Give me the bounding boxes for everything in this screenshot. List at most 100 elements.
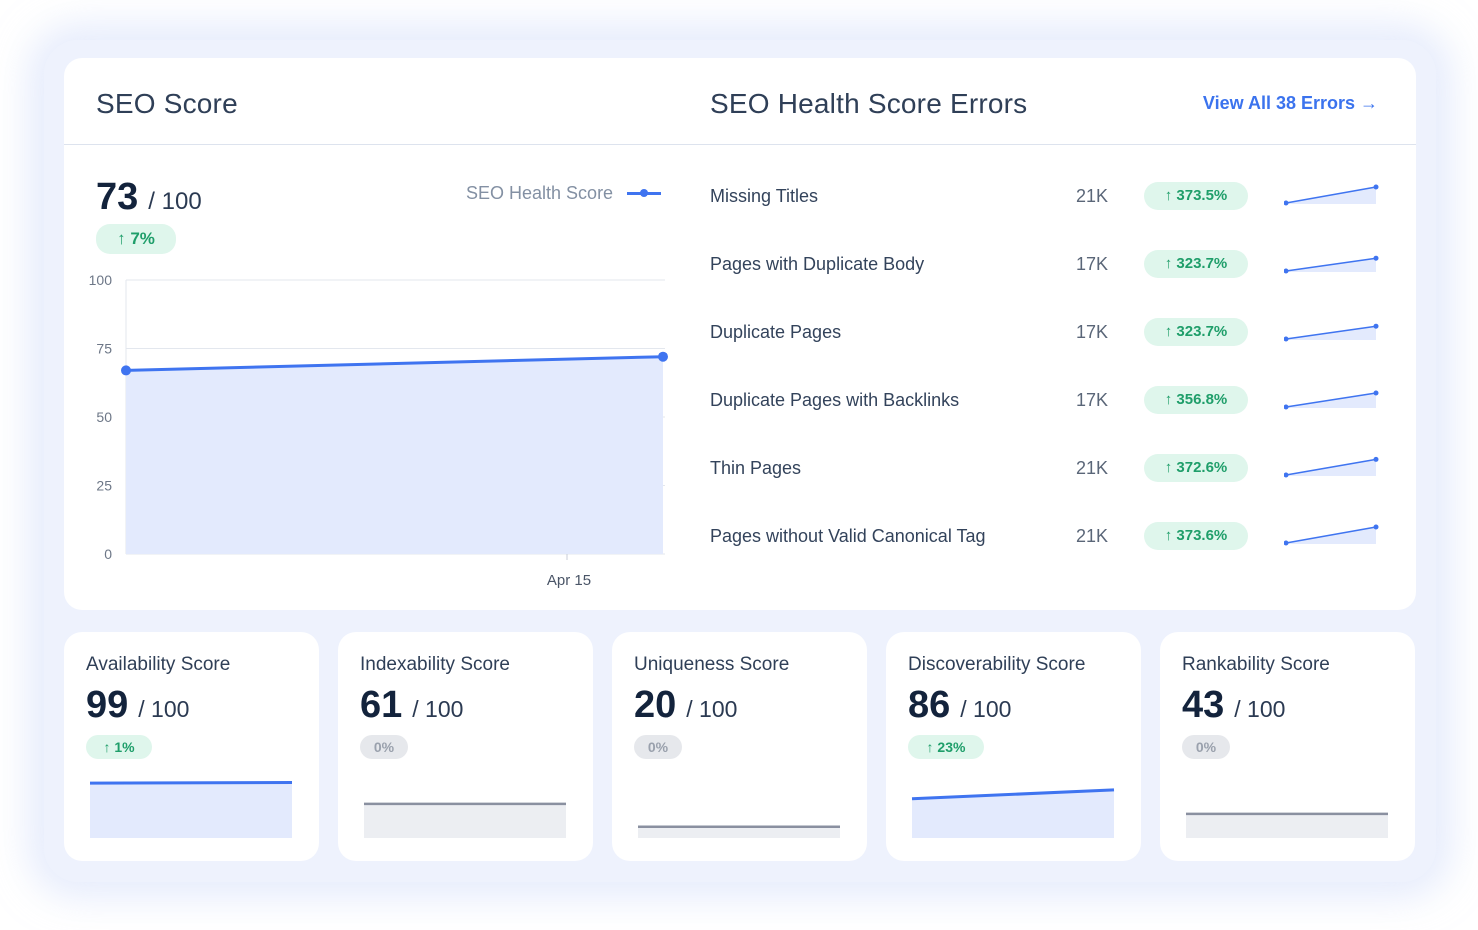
score-card-change-badge: ↑ 23% bbox=[908, 735, 984, 759]
score-card-number: 86 bbox=[908, 684, 951, 726]
sparkline-point bbox=[1284, 404, 1289, 410]
score-card-value: 99 / 100 bbox=[86, 684, 189, 727]
sparkline-point bbox=[1373, 456, 1379, 462]
score-card-area bbox=[912, 789, 1114, 838]
seo-score-title: SEO Score bbox=[96, 88, 238, 119]
score-card-area bbox=[1186, 813, 1388, 838]
sparkline-line bbox=[1285, 257, 1377, 272]
sparkline-point bbox=[1373, 323, 1379, 329]
score-card-indexability[interactable]: Indexability Score 61 / 100 0% bbox=[338, 632, 593, 861]
chart-legend[interactable]: SEO Health Score bbox=[466, 183, 662, 204]
error-count: 21K bbox=[1076, 526, 1109, 546]
score-card-line bbox=[911, 788, 1115, 801]
sparkline-line bbox=[1285, 526, 1377, 544]
errors-title: SEO Health Score Errors bbox=[710, 88, 1028, 119]
error-change-badge: ↑ 372.6% bbox=[1144, 454, 1248, 482]
x-tick-label: Apr 15 bbox=[547, 572, 591, 589]
error-sparkline bbox=[1284, 456, 1379, 478]
score-card-value: 20 / 100 bbox=[634, 684, 737, 727]
score-card-area bbox=[364, 803, 566, 838]
data-point[interactable] bbox=[121, 365, 131, 376]
error-name: Pages with Duplicate Body bbox=[710, 254, 925, 274]
y-tick-label: 50 bbox=[96, 409, 112, 425]
sparkline-line bbox=[1285, 458, 1377, 476]
error-row[interactable]: Missing Titles 21K ↑ 373.5% bbox=[710, 178, 1390, 218]
score-card-max: / 100 bbox=[1234, 696, 1286, 722]
seo-overview-card: SEO Score SEO Health Score Errors View A… bbox=[64, 58, 1416, 610]
error-row[interactable]: Pages with Duplicate Body 17K ↑ 323.7% bbox=[710, 246, 1390, 286]
sparkline-point bbox=[1373, 524, 1379, 530]
score-card-number: 20 bbox=[634, 684, 677, 726]
seo-score-number: 73 bbox=[96, 176, 139, 218]
error-name: Duplicate Pages with Backlinks bbox=[710, 390, 960, 410]
score-card-area bbox=[638, 826, 840, 838]
error-sparkline bbox=[1284, 184, 1379, 206]
seo-health-area bbox=[126, 356, 663, 554]
error-row[interactable]: Duplicate Pages with Backlinks 17K ↑ 356.8… bbox=[710, 382, 1390, 422]
header-divider bbox=[64, 144, 1416, 145]
error-count: 17K bbox=[1076, 254, 1109, 274]
error-row[interactable]: Pages without Valid Canonical Tag 21K ↑ 37… bbox=[710, 518, 1390, 558]
y-tick-label: 0 bbox=[104, 546, 112, 562]
y-tick-label: 75 bbox=[96, 341, 112, 357]
score-card-change-badge: 0% bbox=[634, 735, 682, 759]
score-card-chart bbox=[1186, 812, 1388, 838]
score-card-title: Rankability Score bbox=[1182, 654, 1330, 675]
legend-line-icon bbox=[627, 189, 662, 197]
score-card-availability[interactable]: Availability Score 99 / 100 ↑ 1% bbox=[64, 632, 319, 861]
score-card-uniqueness[interactable]: Uniqueness Score 20 / 100 0% bbox=[612, 632, 867, 861]
score-card-value: 61 / 100 bbox=[360, 684, 463, 727]
sparkline-point bbox=[1373, 184, 1379, 190]
score-card-change-badge: ↑ 1% bbox=[86, 735, 152, 759]
score-card-value: 86 / 100 bbox=[908, 684, 1011, 727]
sparkline-point bbox=[1284, 472, 1289, 478]
score-card-rankability[interactable]: Rankability Score 43 / 100 0% bbox=[1160, 632, 1415, 861]
score-card-value: 43 / 100 bbox=[1182, 684, 1285, 727]
sparkline-line bbox=[1285, 392, 1377, 408]
error-name: Thin Pages bbox=[710, 458, 802, 478]
y-tick-label: 25 bbox=[96, 478, 112, 494]
seo-health-score-chart[interactable]: 100 75 50 25 0 Apr 15 bbox=[64, 58, 684, 610]
sparkline-point bbox=[1284, 268, 1289, 274]
error-count: 17K bbox=[1076, 322, 1109, 342]
score-card-title: Uniqueness Score bbox=[634, 654, 790, 675]
sparkline-point bbox=[1284, 200, 1289, 206]
sparkline-line bbox=[1285, 186, 1377, 204]
score-card-discoverability[interactable]: Discoverability Score 86 / 100 ↑ 23% bbox=[886, 632, 1141, 861]
score-card-max: / 100 bbox=[412, 696, 464, 722]
score-card-title: Indexability Score bbox=[360, 654, 510, 675]
score-card-change-badge: 0% bbox=[1182, 735, 1230, 759]
score-card-change-badge: 0% bbox=[360, 735, 408, 759]
error-name: Missing Titles bbox=[710, 186, 819, 206]
error-count: 21K bbox=[1076, 458, 1109, 478]
error-change-badge: ↑ 356.8% bbox=[1144, 386, 1248, 414]
score-card-number: 99 bbox=[86, 684, 129, 726]
score-card-line bbox=[89, 781, 293, 785]
score-card-max: / 100 bbox=[686, 696, 738, 722]
error-sparkline bbox=[1284, 390, 1379, 410]
error-count: 21K bbox=[1076, 186, 1109, 206]
data-point[interactable] bbox=[658, 351, 668, 362]
score-card-title: Availability Score bbox=[86, 654, 231, 675]
seo-score-value: 73 / 100 bbox=[96, 176, 202, 219]
score-card-area bbox=[90, 782, 292, 838]
error-name: Pages without Valid Canonical Tag bbox=[710, 526, 986, 546]
seo-score-change-badge: ↑ 7% bbox=[96, 224, 176, 254]
error-sparkline bbox=[1284, 323, 1379, 342]
score-card-max: / 100 bbox=[960, 696, 1012, 722]
error-change-badge: ↑ 373.5% bbox=[1144, 182, 1248, 210]
error-name: Duplicate Pages bbox=[710, 322, 842, 342]
error-row[interactable]: Thin Pages 21K ↑ 372.6% bbox=[710, 450, 1390, 490]
error-sparkline bbox=[1284, 524, 1379, 546]
view-all-errors-link[interactable]: View All 38 Errors → bbox=[1202, 93, 1378, 113]
y-tick-label: 100 bbox=[89, 272, 113, 288]
error-change-badge: ↑ 373.6% bbox=[1144, 522, 1248, 550]
seo-score-max: / 100 bbox=[148, 188, 202, 215]
score-card-title: Discoverability Score bbox=[908, 654, 1086, 675]
error-change-badge: ↑ 323.7% bbox=[1144, 250, 1248, 278]
score-card-chart bbox=[364, 802, 566, 838]
sparkline-point bbox=[1373, 255, 1379, 261]
error-row[interactable]: Duplicate Pages 17K ↑ 323.7% bbox=[710, 314, 1390, 354]
score-card-chart bbox=[638, 825, 840, 838]
error-sparkline bbox=[1284, 255, 1379, 274]
